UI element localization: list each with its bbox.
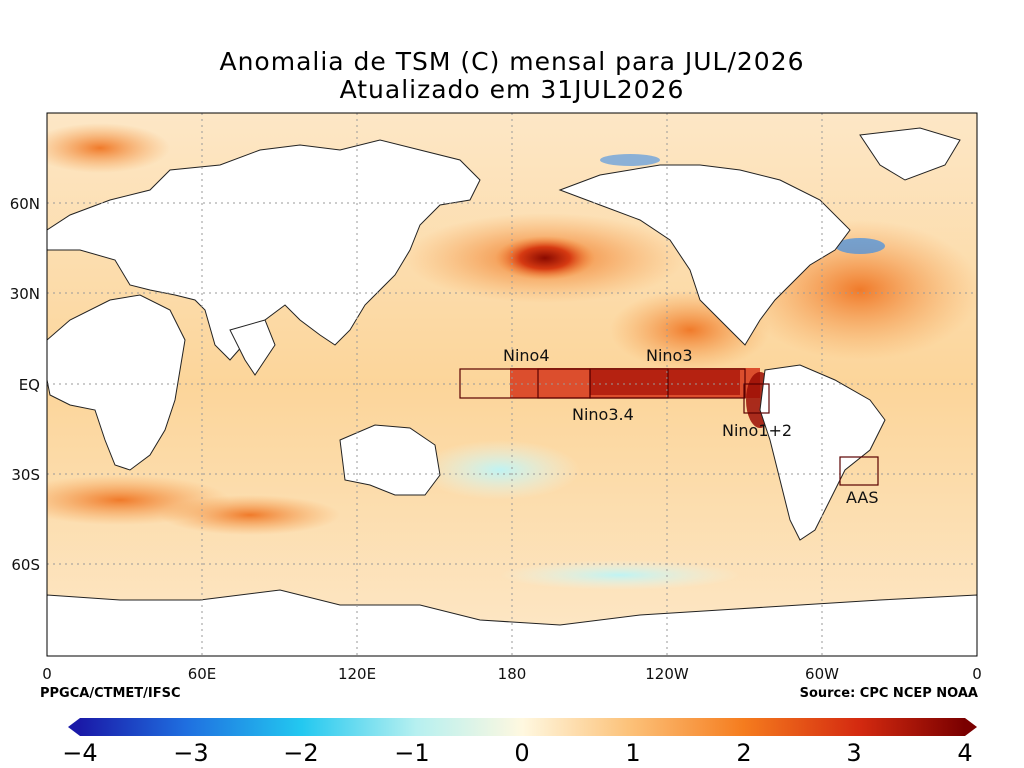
aas-box	[839, 456, 879, 486]
colorbar-tick-label: 2	[736, 739, 751, 767]
y-tick-label: 60S	[11, 556, 40, 574]
map-subtitle: Atualizado em 31JUL2026	[339, 75, 685, 104]
colorbar-tick-label: −2	[283, 739, 318, 767]
colorbar-tick-label: −1	[394, 739, 429, 767]
y-tick-label: 30N	[10, 285, 40, 303]
x-tick-label: 0	[972, 665, 982, 683]
colorbar-tick-label: 3	[846, 739, 861, 767]
nino4-label: Nino4	[503, 346, 550, 365]
region-boxes	[459, 368, 879, 486]
land-masses	[47, 127, 977, 656]
graticule	[47, 113, 977, 656]
colorbar-min-arrow	[68, 718, 80, 736]
nino12-label: Nino1+2	[722, 421, 792, 440]
sst-field	[47, 113, 977, 656]
aas-label: AAS	[846, 488, 879, 507]
nino12-box	[743, 383, 770, 414]
colorbar-tick-label: 4	[957, 739, 972, 767]
colorbar-tick-label: 0	[514, 739, 529, 767]
nino34-label: Nino3.4	[572, 405, 634, 424]
y-tick-label: 60N	[10, 195, 40, 213]
credit-institution: PPGCA/CTMET/IFSC	[40, 686, 181, 701]
colorbar-tick-label: −3	[173, 739, 208, 767]
x-tick-label: 60W	[805, 665, 839, 683]
colorbar-tick-label: −4	[62, 739, 97, 767]
x-tick-label: 60E	[188, 665, 217, 683]
colorbar-tick-label: 1	[625, 739, 640, 767]
colorbar: −4 −3 −2 −1 0 1 2 3 4	[62, 718, 977, 767]
colorbar-max-arrow	[965, 718, 977, 736]
x-tick-label: 120W	[645, 665, 689, 683]
x-tick-label: 0	[42, 665, 52, 683]
credit-source: Source: CPC NCEP NOAA	[799, 686, 978, 701]
y-tick-label: EQ	[19, 376, 40, 394]
x-tick-label: 120E	[338, 665, 376, 683]
colorbar-gradient	[80, 718, 965, 736]
map-title: Anomalia de TSM (C) mensal para JUL/2026	[219, 47, 805, 76]
y-tick-label: 30S	[11, 466, 40, 484]
nino3-label: Nino3	[646, 346, 693, 365]
map-frame	[46, 112, 978, 657]
x-tick-label: 180	[498, 665, 527, 683]
